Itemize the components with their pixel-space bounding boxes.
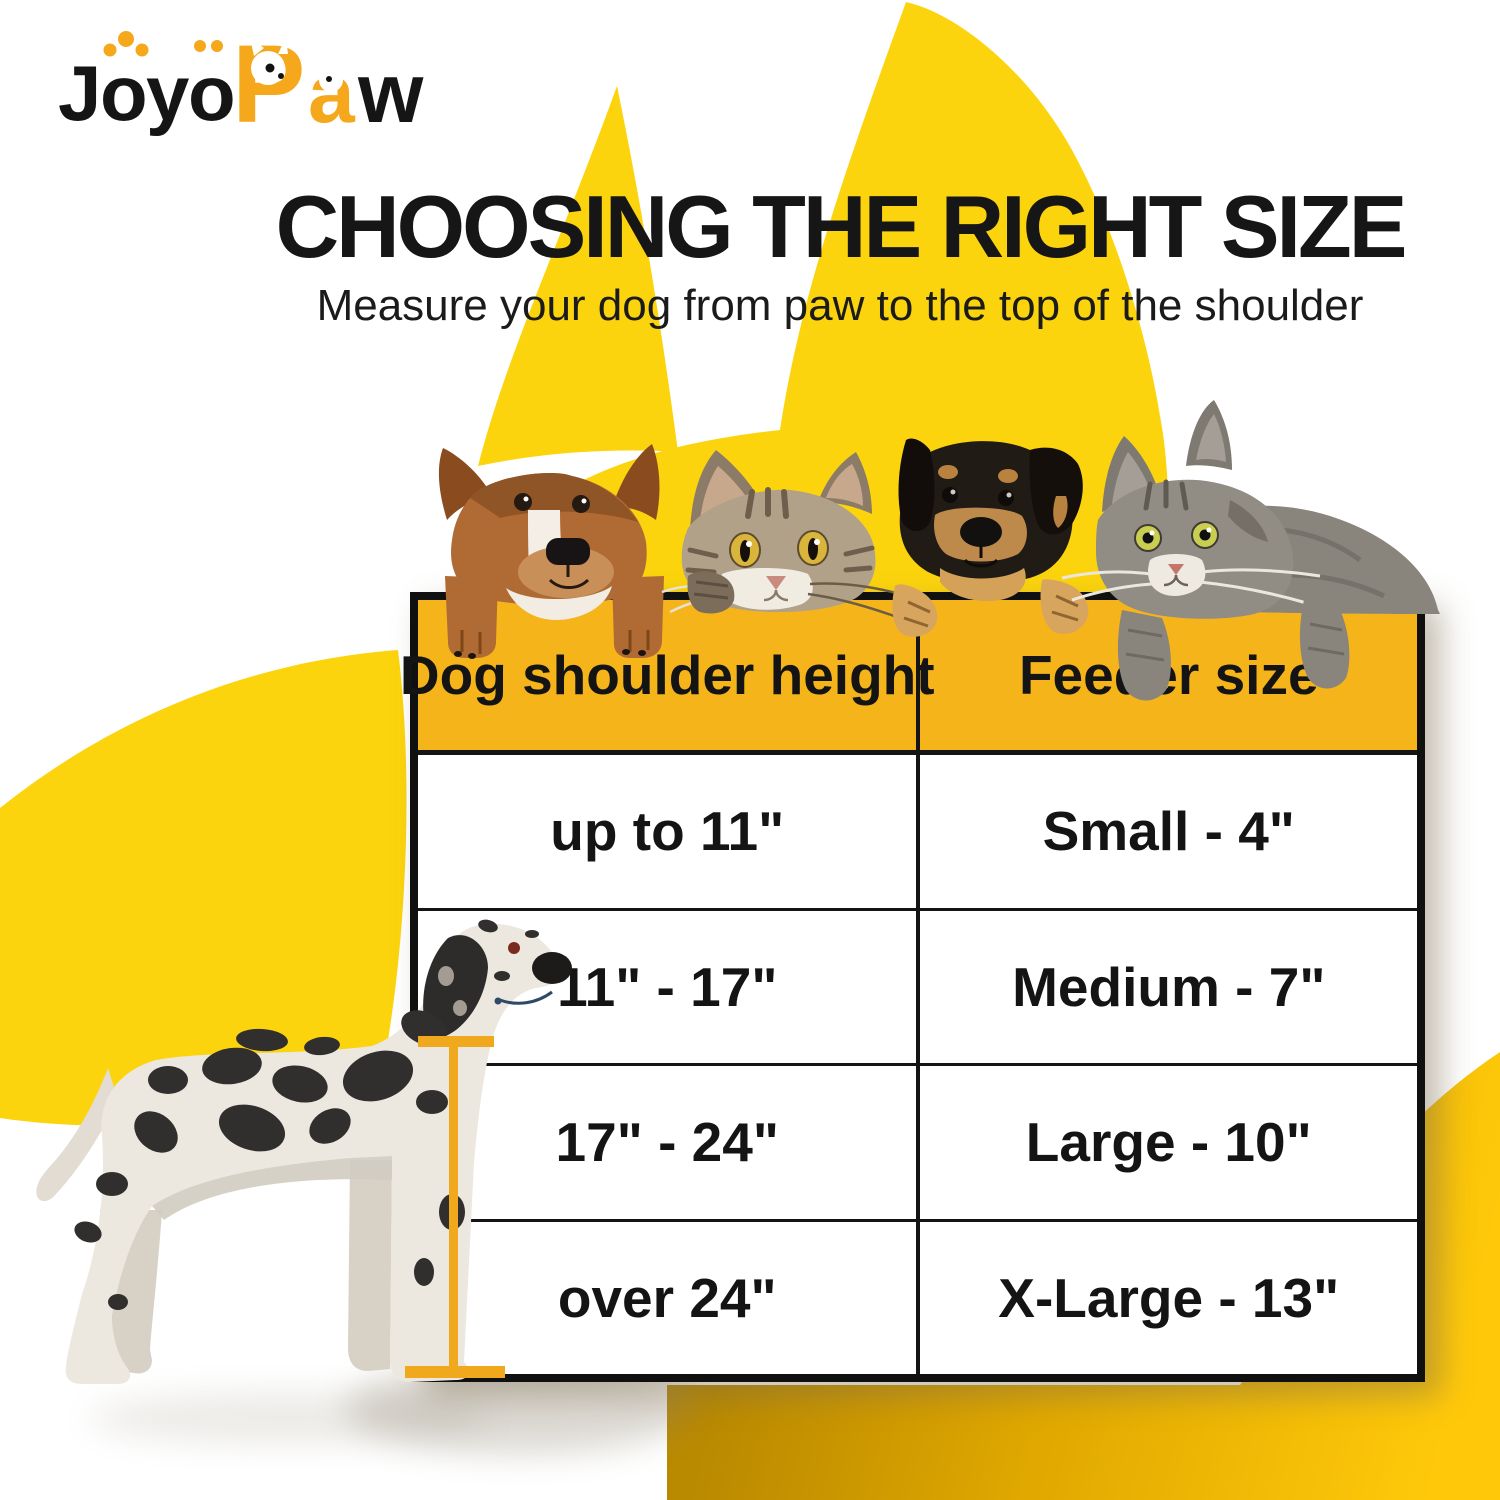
table-row: over 24" X-Large - 13" xyxy=(418,1218,1417,1374)
page-title: CHOOSING THE RIGHT SIZE xyxy=(275,177,1408,276)
feeder-size-value: Small - 4" xyxy=(1042,800,1295,863)
table-row: 17" - 24" Large - 10" xyxy=(418,1063,1417,1219)
dog-shoulder-height-value: 11" - 17" xyxy=(418,910,921,1063)
dog-floor-shadow xyxy=(90,1392,490,1444)
height-measuring-line xyxy=(405,1036,505,1378)
dalmatian-illustration xyxy=(36,919,572,1384)
joyopaw-logo: J o y o P a w xyxy=(58,23,424,146)
dog-shoulder-height-value: up to 11" xyxy=(418,755,921,908)
puppy-photo xyxy=(892,438,1089,637)
feeder-size-value: Medium - 7" xyxy=(1012,955,1326,1018)
feeder-size-value: X-Large - 13" xyxy=(998,1266,1340,1329)
paw-toe-left xyxy=(0,650,407,1126)
logo-letter-w: w xyxy=(357,46,424,140)
logo-letter-o2: o xyxy=(188,49,236,137)
paw-pad-bottom-right xyxy=(667,1052,1500,1500)
dog-face-icon xyxy=(250,37,288,85)
dalmatian-eye xyxy=(508,942,520,954)
cat-face-icon xyxy=(317,57,343,92)
size-chart-table: Dog shoulder height Feeder size up to 11… xyxy=(400,592,1425,1382)
gray-cat-photo xyxy=(1061,400,1440,701)
dog-shoulder-height-value: 17" - 24" xyxy=(418,1066,921,1219)
logo-letter-j: J xyxy=(58,49,101,137)
tabby-cat-photo xyxy=(661,450,901,618)
logo-letter-y: y xyxy=(146,49,189,137)
paw-dots-icon xyxy=(103,31,223,57)
logo-letter-a: a xyxy=(308,46,356,140)
logo-letter-o1: o xyxy=(100,49,148,137)
table-row: 11" - 17" Medium - 7" xyxy=(418,907,1417,1063)
pets-over-table xyxy=(438,400,1440,701)
dalmatian-nose xyxy=(532,952,572,984)
table-row: up to 11" Small - 4" xyxy=(418,755,1417,908)
brown-dog-photo xyxy=(438,444,664,659)
paw-toe-middle xyxy=(478,86,678,466)
feeder-size-value: Large - 10" xyxy=(1025,1111,1312,1174)
page-subtitle: Measure your dog from paw to the top of … xyxy=(316,281,1364,330)
dog-shoulder-height-value: over 24" xyxy=(418,1221,921,1374)
